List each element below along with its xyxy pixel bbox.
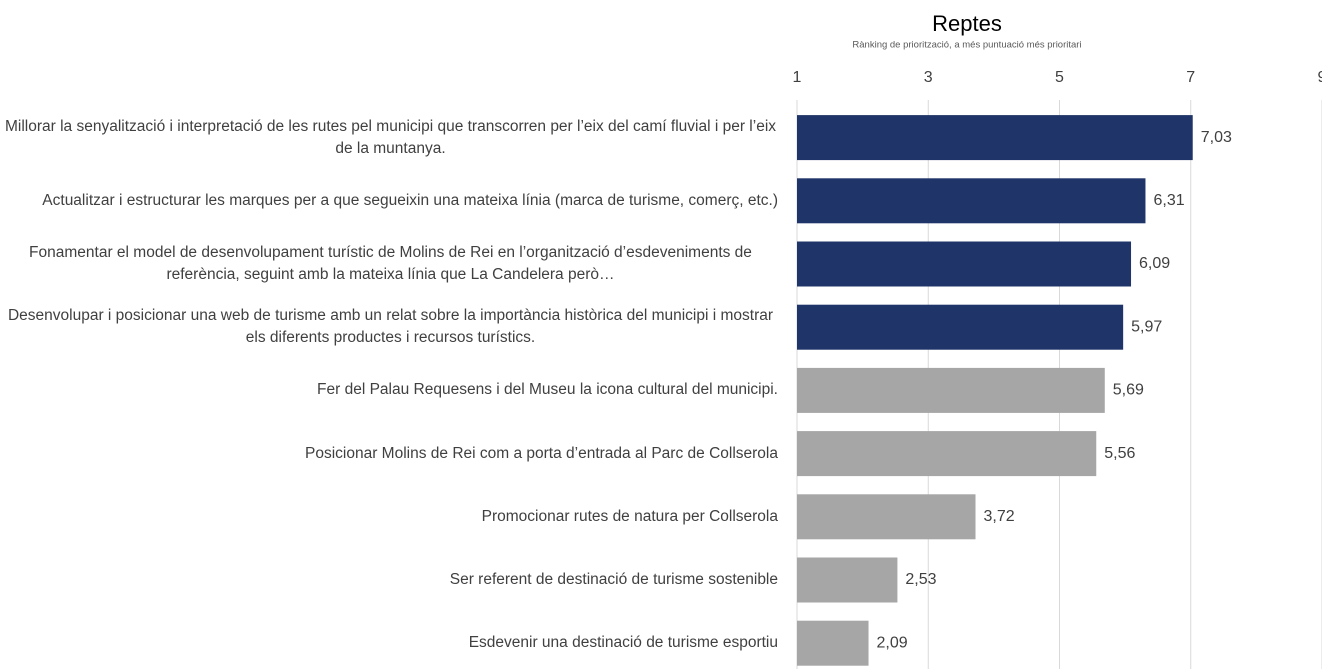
x-tick-label: 7 [1186, 69, 1195, 86]
bar [797, 367, 1105, 413]
bar [797, 178, 1146, 224]
chart-title: Reptes [932, 11, 1002, 36]
y-tick-label: Ser referent de destinació de turisme so… [449, 571, 778, 588]
value-label: 2,53 [905, 571, 936, 588]
y-tick-label-box: Fer del Palau Requesens i del Museu la i… [3, 360, 778, 420]
y-tick-label-box: Posicionar Molins de Rei com a porta d’e… [3, 424, 778, 484]
x-tick-label: 1 [793, 69, 802, 86]
bar [797, 557, 898, 603]
value-label: 5,97 [1131, 318, 1162, 335]
bar [797, 115, 1193, 161]
bar [797, 241, 1132, 287]
bar [797, 431, 1097, 477]
bar [797, 304, 1124, 350]
y-tick-label: Fer del Palau Requesens i del Museu la i… [317, 381, 778, 399]
value-label: 2,09 [877, 634, 908, 651]
y-tick-label: Actualitzar i estructurar les marques pe… [42, 191, 778, 209]
value-label: 3,72 [984, 508, 1015, 525]
y-tick-label: Esdevenir una destinació de turisme espo… [468, 634, 778, 652]
bar [797, 620, 869, 666]
y-tick-label-box: Millorar la senyalització i interpretaci… [3, 108, 778, 168]
y-tick-label-box: Fonamentar el model de desenvolupament t… [3, 234, 778, 294]
y-tick-label-box: Actualitzar i estructurar les marques pe… [3, 171, 778, 231]
y-tick-label-box: Esdevenir una destinació de turisme espo… [3, 613, 778, 669]
y-tick-label: Posicionar Molins de Rei com a porta d’e… [305, 444, 778, 462]
value-label: 6,09 [1139, 255, 1170, 272]
y-tick-label-box: Promocionar rutes de natura per Collsero… [3, 487, 778, 547]
y-tick-label-box: Ser referent de destinació de turisme so… [3, 550, 778, 610]
chart-subtitle: Rànking de priorització, a més puntuació… [852, 40, 1081, 51]
x-tick-label: 9 [1318, 69, 1322, 86]
value-label: 7,03 [1201, 129, 1232, 146]
x-tick-label: 5 [1055, 69, 1064, 86]
y-tick-label: Fonamentar el model de desenvolupament t… [29, 244, 752, 283]
value-label: 5,56 [1104, 445, 1135, 462]
value-label: 6,31 [1153, 192, 1184, 209]
y-tick-label-box: Desenvolupar i posicionar una web de tur… [3, 297, 778, 357]
y-tick-label: Millorar la senyalització i interpretaci… [4, 117, 777, 157]
bar [797, 494, 976, 540]
y-tick-label: Desenvolupar i posicionar una web de tur… [7, 307, 774, 347]
value-label: 5,69 [1113, 382, 1144, 399]
y-tick-label: Promocionar rutes de natura per Collsero… [481, 507, 778, 525]
x-tick-label: 3 [924, 69, 933, 86]
